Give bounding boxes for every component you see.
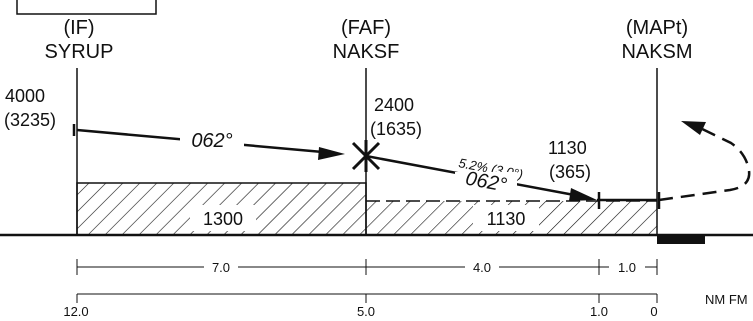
- stepdown-altitude: 1130: [548, 138, 587, 158]
- segment-distance-2: 4.0: [473, 260, 491, 275]
- segment-distance-3: 1.0: [618, 260, 636, 275]
- scale-label-5: 5.0: [357, 304, 375, 319]
- final-approach-arrow: [569, 188, 597, 201]
- stepdown-altitude-hat: (365): [549, 162, 591, 182]
- mapt-fix-name: NAKSM: [621, 41, 692, 63]
- initial-segment-min-altitude: 1300: [203, 209, 243, 229]
- scale-unit-label: NM FM: [705, 292, 748, 307]
- if-altitude: 4000: [5, 86, 45, 106]
- runway-bar: [657, 236, 705, 244]
- if-fix-name: SYRUP: [45, 41, 114, 63]
- initial-course: 062°: [191, 130, 232, 152]
- faf-role-label: (FAF): [341, 17, 391, 39]
- scale-label-1: 1.0: [590, 304, 608, 319]
- faf-altitude-hat: (1635): [370, 119, 422, 139]
- faf-fix-name: NAKSF: [333, 41, 400, 63]
- final-segment-min-altitude: 1130: [487, 209, 526, 229]
- initial-approach-arrow: [318, 147, 345, 160]
- header-box-fragment: [17, 0, 156, 14]
- faf-altitude: 2400: [374, 95, 414, 115]
- scale-label-0: 0: [650, 304, 657, 319]
- if-role-label: (IF): [63, 17, 94, 39]
- segment-distance-1: 7.0: [212, 260, 230, 275]
- missed-approach-path: [659, 128, 749, 200]
- mapt-role-label: (MAPt): [626, 17, 688, 39]
- scale-label-12: 12.0: [63, 304, 88, 319]
- missed-approach-arrow: [681, 121, 706, 135]
- if-altitude-hat: (3235): [4, 110, 56, 130]
